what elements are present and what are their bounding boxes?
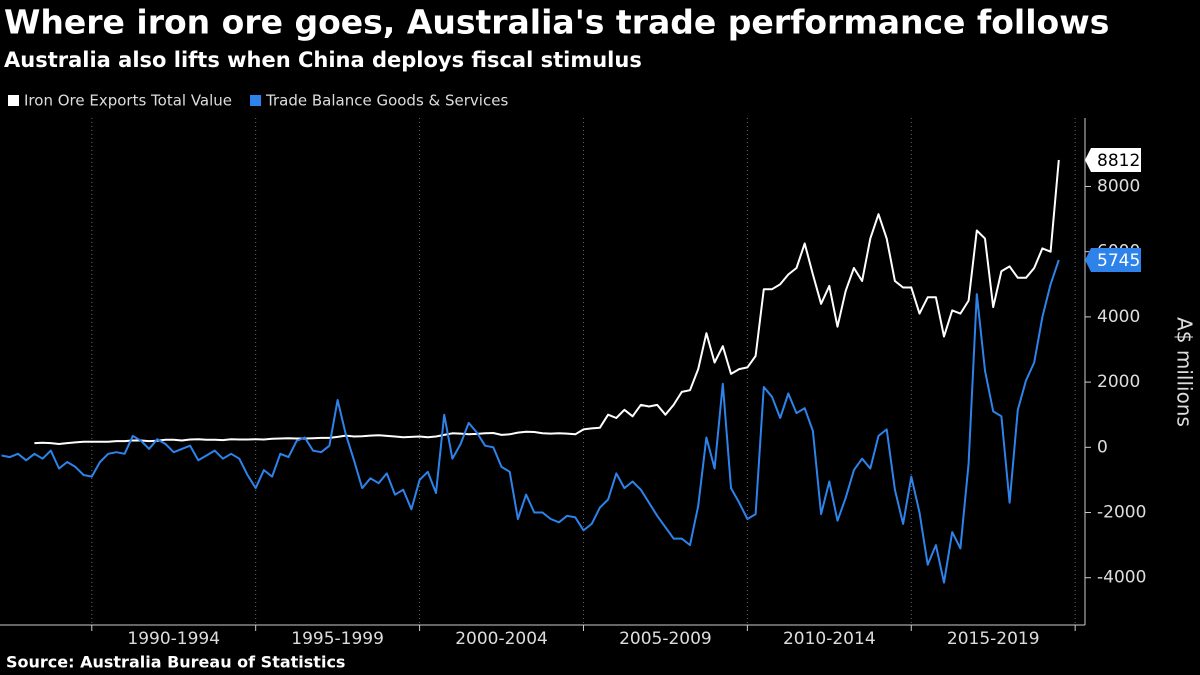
legend-label: Trade Balance Goods & Services [265, 92, 508, 110]
y-tick-label: 0 [1097, 437, 1108, 457]
value-flag [1085, 147, 1141, 172]
x-tick-label: 1990-1994 [127, 629, 220, 649]
source: Source: Australia Bureau of Statistics [6, 653, 345, 672]
legend-swatch [250, 95, 262, 106]
x-tick-label: 2000-2004 [455, 629, 548, 649]
y-axis-label: A$ millions [1173, 317, 1197, 427]
y-tick-label: 4000 [1097, 307, 1140, 327]
value-flag [1085, 247, 1141, 272]
x-tick-label: 2015-2019 [947, 629, 1040, 649]
x-tick-label: 2010-2014 [783, 629, 876, 649]
legend-swatch [8, 95, 19, 106]
y-tick-label: 2000 [1097, 372, 1140, 392]
chart-title: Where iron ore goes, Australia's trade p… [4, 3, 1109, 42]
value-label: 5745 [1097, 251, 1140, 271]
y-tick-label: 8000 [1097, 176, 1140, 196]
y-tick-label: -2000 [1097, 503, 1146, 523]
series-line [34, 159, 1060, 445]
x-tick-label: 1995-1999 [291, 629, 384, 649]
legend-label: Iron Ore Exports Total Value [24, 92, 232, 110]
value-label: 8812 [1097, 151, 1140, 171]
x-tick-label: 2005-2009 [619, 629, 712, 649]
chart-subtitle: Australia also lifts when China deploys … [4, 48, 642, 72]
series-line [1, 259, 1060, 584]
y-tick-label: -4000 [1097, 568, 1146, 588]
